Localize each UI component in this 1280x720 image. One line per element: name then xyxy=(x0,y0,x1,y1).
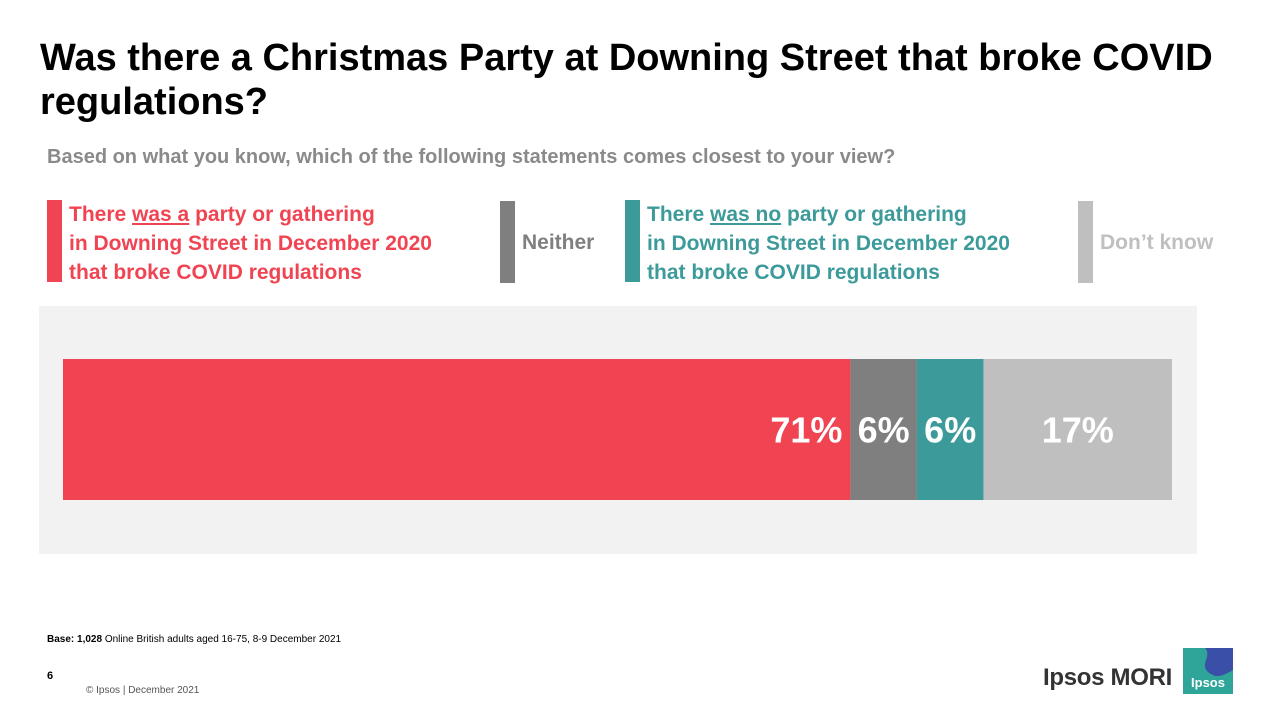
data-label-party: 71% xyxy=(770,410,842,451)
data-label-neither: 6% xyxy=(858,410,910,451)
legend-label-dontknow: Don’t know xyxy=(1100,230,1214,254)
brand-name: Ipsos MORI xyxy=(1043,664,1173,691)
question-subtitle: Based on what you know, which of the fol… xyxy=(47,146,896,168)
ipsos-logo: Ipsos xyxy=(1183,648,1233,694)
legend-item-party: There was a party or gathering in Downin… xyxy=(47,200,432,287)
legend-item-neither: Neither xyxy=(500,201,594,283)
data-label-dontknow: 17% xyxy=(1042,410,1114,451)
bar-segment-noparty xyxy=(916,359,984,500)
copyright: © Ipsos | December 2021 xyxy=(86,685,200,696)
legend-swatch-noparty xyxy=(625,200,640,282)
logo-wave-icon xyxy=(1183,648,1233,694)
legend-label-noparty: There was no party or gathering in Downi… xyxy=(647,203,1010,284)
legend-item-dontknow: Don’t know xyxy=(1078,201,1213,283)
page-number: 6 xyxy=(47,670,54,682)
legend-swatch-neither xyxy=(500,201,515,283)
chart-panel: 71% 6% 6% 17% xyxy=(39,306,1197,554)
legend-swatch-party xyxy=(47,200,62,282)
page-title: Was there a Christmas Party at Downing S… xyxy=(40,37,1213,123)
legend-item-noparty: There was no party or gathering in Downi… xyxy=(625,200,1010,287)
data-label-noparty: 6% xyxy=(924,410,976,451)
base-note: Base: 1,028 Online British adults aged 1… xyxy=(47,634,342,645)
legend-label-neither: Neither xyxy=(522,230,595,254)
bar-segment-dontknow xyxy=(983,359,1172,500)
stacked-bar-chart: 71% 6% 6% 17% xyxy=(63,359,1172,500)
bar-segment-party xyxy=(63,359,851,500)
bar-segment-neither xyxy=(850,359,917,500)
legend-label-party: There was a party or gathering in Downin… xyxy=(69,203,432,284)
legend-swatch-dontknow xyxy=(1078,201,1093,283)
logo-text: Ipsos xyxy=(1191,675,1225,690)
